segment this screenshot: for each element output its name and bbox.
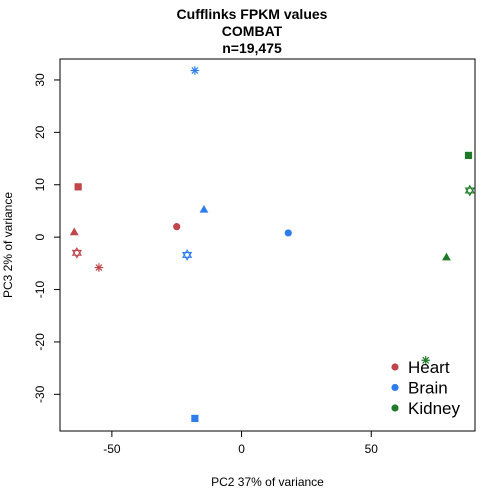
x-tick-label: 0 xyxy=(238,442,245,456)
legend-label-heart: Heart xyxy=(408,358,450,377)
plot-frame xyxy=(59,58,476,432)
data-point-kidney-triangle xyxy=(442,252,451,261)
data-point-heart-square xyxy=(74,183,82,191)
y-tick-label: -10 xyxy=(33,281,47,299)
data-point-brain-asterisk xyxy=(190,66,200,75)
x-axis-label: PC2 37% of variance xyxy=(211,475,324,489)
y-tick-label: -30 xyxy=(33,385,47,403)
data-point-kidney-square xyxy=(464,151,473,160)
y-axis-label: PC3 2% of variance xyxy=(1,192,15,298)
data-point-heart-triangle xyxy=(69,227,79,236)
x-axis: -50 0 50 xyxy=(103,431,378,456)
data-point-heart-circle xyxy=(173,223,181,231)
data-point-heart-star-of-david xyxy=(71,246,82,259)
data-point-brain-circle xyxy=(284,229,292,237)
x-tick-label: 50 xyxy=(365,442,379,456)
x-tick-label: -50 xyxy=(103,442,121,456)
legend-marker-kidney xyxy=(391,404,399,412)
data-point-brain-star-of-david xyxy=(181,249,193,261)
legend-marker-brain xyxy=(391,383,399,392)
chart-title-line: Cufflinks FPKM values xyxy=(177,6,328,22)
data-points xyxy=(69,66,475,423)
chart-title-line: COMBAT xyxy=(222,23,283,39)
data-point-kidney-star-of-david xyxy=(464,184,475,197)
data-point-kidney-asterisk xyxy=(421,355,431,365)
y-tick-label: 30 xyxy=(33,73,47,87)
legend-label-brain: Brain xyxy=(408,379,448,398)
data-point-brain-triangle xyxy=(199,204,209,213)
chart-title-line: n=19,475 xyxy=(222,40,282,56)
data-point-brain-square xyxy=(191,414,199,423)
y-tick-label: 20 xyxy=(33,125,47,139)
y-tick-label: -20 xyxy=(33,333,47,351)
data-point-heart-asterisk xyxy=(94,263,104,272)
y-axis: -30 -20 -10 0 10 20 30 xyxy=(33,73,60,403)
legend-marker-heart xyxy=(391,363,399,371)
legend-label-kidney: Kidney xyxy=(408,399,460,418)
y-tick-label: 10 xyxy=(33,178,47,192)
y-tick-label: 0 xyxy=(33,233,47,240)
